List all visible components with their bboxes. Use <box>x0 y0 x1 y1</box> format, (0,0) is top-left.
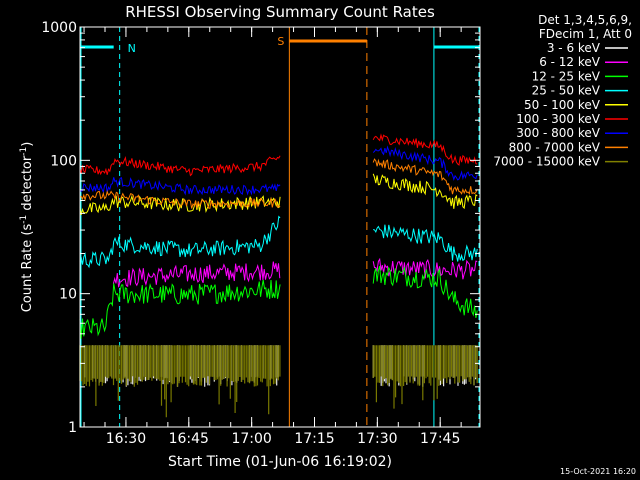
series-100-300kev <box>79 133 478 177</box>
y-label-part2: detector <box>20 155 35 215</box>
series-segment <box>373 224 478 262</box>
legend-header-line1: Det 1,3,4,5,6,9, <box>538 13 632 27</box>
y-tick-label: 10 <box>59 287 77 303</box>
y-tick-label: 1 <box>68 420 77 436</box>
axis-layer: 16:30 16:45 17:00 17:15 17:30 17:45 1 10 100 1000 <box>41 20 480 447</box>
series-segment <box>372 145 478 181</box>
y-label-part3: ) <box>20 142 35 147</box>
x-tick-label: 16:45 <box>169 431 209 447</box>
series-segment <box>372 345 478 409</box>
legend-header-line2: FDecim 1, Att 0 <box>539 27 632 41</box>
series-segment <box>112 261 281 288</box>
series-segment <box>79 194 281 216</box>
x-tick-label: 17:00 <box>231 431 271 447</box>
y-tick-label: 100 <box>50 153 77 169</box>
series-segment <box>79 177 281 196</box>
series-segment <box>79 155 281 177</box>
series-50-100kev <box>79 173 478 216</box>
x-tick-label: 17:30 <box>357 431 397 447</box>
series-segment <box>79 279 281 339</box>
legend-label: 50 - 100 keV <box>524 98 601 112</box>
x-tick-label: 17:45 <box>420 431 460 447</box>
series-300-800kev <box>79 145 478 196</box>
legend-label: 6 - 12 keV <box>539 55 601 69</box>
timestamp: 15-Oct-2021 16:20 <box>560 467 636 476</box>
flags-layer: NS <box>80 27 480 427</box>
legend-label: 300 - 800 keV <box>516 126 600 140</box>
series-segment <box>79 190 281 209</box>
series-segment <box>372 173 478 210</box>
legend-label: 800 - 7000 keV <box>509 140 601 154</box>
x-tick-label: 16:30 <box>106 431 146 447</box>
series-12-25kev <box>79 265 478 339</box>
legend-label: 12 - 25 keV <box>532 69 601 83</box>
series-800-7000kev <box>79 158 478 209</box>
x-axis-label: Start Time (01-Jun-06 16:19:02) <box>168 454 392 470</box>
chart-title: RHESSI Observing Summary Count Rates <box>125 3 435 21</box>
legend-label: 7000 - 15000 keV <box>493 155 600 169</box>
y-label-sup2: -1 <box>19 147 29 156</box>
y-tick-label: 1000 <box>41 20 77 36</box>
legend-label: 25 - 50 keV <box>532 84 601 98</box>
plot-frame <box>79 26 481 428</box>
y-label-sup1: -1 <box>19 215 29 224</box>
series-segment <box>372 158 478 195</box>
series-25-50kev <box>79 215 478 269</box>
legend-label: 100 - 300 keV <box>516 112 600 126</box>
flag-s-label: S <box>277 35 284 48</box>
legend-label: 3 - 6 keV <box>547 41 601 55</box>
flag-n-label: N <box>128 42 136 55</box>
y-label-part1: Count Rate (s <box>20 224 35 313</box>
series-layer <box>79 133 478 418</box>
x-tick-label: 17:15 <box>294 431 334 447</box>
series-segment <box>372 133 478 166</box>
series-segment <box>372 265 478 318</box>
y-axis-label: Count Rate (s-1 detector-1) <box>19 142 35 313</box>
series-segment <box>79 215 281 269</box>
